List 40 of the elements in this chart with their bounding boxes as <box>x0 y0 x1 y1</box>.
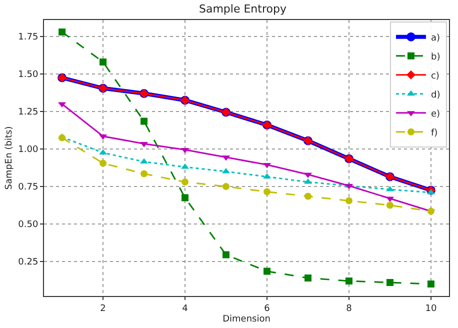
y-tick-label: 1.75 <box>18 32 38 43</box>
x-tick-label: 6 <box>264 304 270 314</box>
point <box>386 202 394 209</box>
point <box>58 134 66 142</box>
point <box>222 251 230 258</box>
y-tick-label: 0.50 <box>18 220 38 230</box>
y-tick-label: 0.25 <box>18 258 38 268</box>
point <box>100 160 107 167</box>
legend-label: d) <box>430 90 440 100</box>
x-axis-title: Dimension <box>222 314 270 325</box>
point <box>140 118 148 125</box>
chart-title: Sample Entropy <box>199 2 287 16</box>
x-tick-label: 2 <box>100 304 106 314</box>
y-axis-title: SampEn (bits) <box>4 126 15 190</box>
point <box>345 197 352 204</box>
point <box>58 28 66 36</box>
point <box>304 274 312 282</box>
y-tick-label: 1.25 <box>18 108 38 118</box>
legend-label: c) <box>430 71 440 82</box>
point <box>222 183 230 190</box>
x-tick-label: 10 <box>425 304 437 314</box>
y-tick-label: 1.50 <box>18 70 38 80</box>
point <box>264 188 270 196</box>
legend-label: a) <box>430 33 440 44</box>
y-tick-label: 0.75 <box>18 182 38 193</box>
legend-label: b) <box>430 52 440 62</box>
point <box>386 279 394 286</box>
point <box>304 192 312 200</box>
point <box>182 194 189 202</box>
x-tick-label: 4 <box>182 304 188 314</box>
y-tick-label: 1.00 <box>18 145 38 156</box>
x-tick-label: 8 <box>346 304 352 314</box>
legend-label: f) <box>430 128 438 138</box>
point <box>140 170 148 178</box>
point <box>182 178 189 186</box>
legend-label: e) <box>430 109 440 120</box>
point <box>427 280 434 288</box>
point <box>345 278 352 284</box>
point <box>100 58 107 66</box>
point <box>264 268 270 275</box>
